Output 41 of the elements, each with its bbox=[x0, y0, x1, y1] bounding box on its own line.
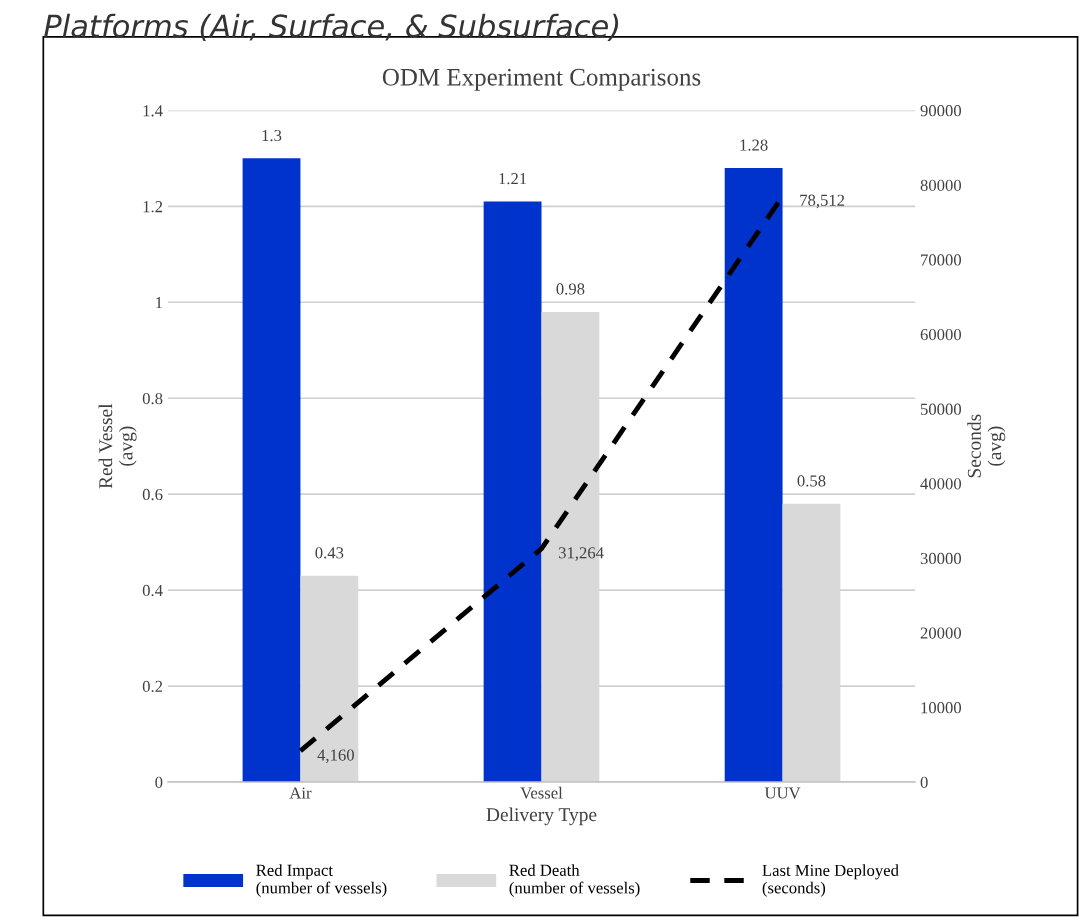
data-label: 31,264 bbox=[558, 547, 604, 561]
bar bbox=[483, 201, 542, 782]
data-label: 78,512 bbox=[800, 194, 845, 209]
y-tick-label: 1 bbox=[156, 297, 162, 309]
y2-axis-title: Seconds (avg) bbox=[967, 414, 1006, 478]
legend-label: Red Death (number of vessels) bbox=[509, 864, 640, 897]
y2-tick-label: 70000 bbox=[921, 254, 962, 266]
y-tick-label: 1.4 bbox=[143, 105, 163, 117]
x-tick-label: Air bbox=[289, 787, 312, 799]
y-axis-title: Red Vessel (avg) bbox=[98, 403, 137, 489]
y2-tick-label: 40000 bbox=[920, 478, 962, 490]
y2-tick-label: 30000 bbox=[920, 552, 962, 565]
y2-tick-label: 60000 bbox=[920, 328, 962, 341]
text: Platforms (Air, Surface, & Subsurface) bbox=[44, 13, 619, 42]
y-tick-label: 1.2 bbox=[143, 201, 163, 213]
y2-tick-label: 20000 bbox=[920, 627, 962, 639]
y-tick-label: 0.8 bbox=[142, 392, 163, 405]
y-tick-label: 0 bbox=[155, 776, 163, 788]
y-tick-label: 0.2 bbox=[142, 680, 163, 693]
x-tick-label: Vessel bbox=[520, 786, 563, 799]
y2-tick-label: 0 bbox=[920, 776, 928, 788]
x-axis-title: Delivery Type bbox=[486, 807, 597, 826]
y2-tick-label: 80000 bbox=[920, 179, 962, 191]
data-label: 0.98 bbox=[556, 283, 585, 295]
y2-tick-label: 50000 bbox=[920, 403, 962, 415]
y2-tick-label: 90000 bbox=[920, 105, 962, 117]
data-label: 0.43 bbox=[315, 547, 344, 559]
data-label: 4,160 bbox=[317, 749, 354, 764]
legend-label: Red Impact (number of vessels) bbox=[256, 864, 387, 897]
legend-label: Last Mine Deployed (seconds) bbox=[762, 864, 899, 897]
data-label: 1.21 bbox=[499, 173, 527, 185]
data-label: 0.58 bbox=[797, 475, 826, 487]
x-tick-label: UUV bbox=[764, 787, 801, 799]
chart-title: ODM Experiment Comparisons bbox=[382, 68, 701, 91]
bar bbox=[242, 158, 301, 782]
data-label: 1.28 bbox=[740, 139, 768, 151]
data-label: 1.3 bbox=[262, 129, 282, 142]
y-tick-label: 0.6 bbox=[142, 488, 163, 501]
bar bbox=[724, 167, 783, 782]
y-tick-label: 0.4 bbox=[142, 584, 163, 597]
y2-tick-label: 10000 bbox=[921, 702, 962, 714]
